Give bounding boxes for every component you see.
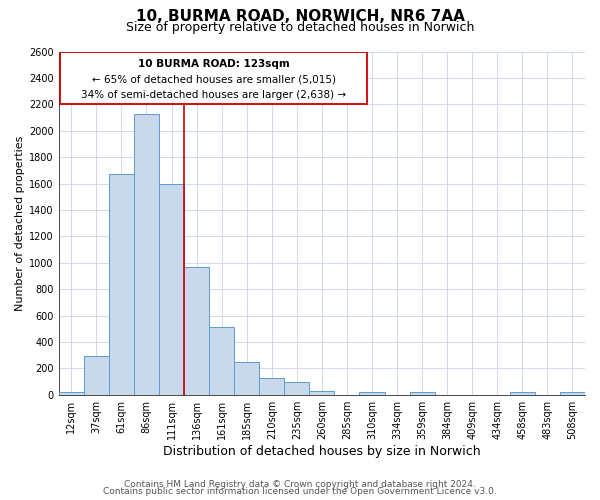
Text: 10 BURMA ROAD: 123sqm: 10 BURMA ROAD: 123sqm [137,59,289,69]
Text: 10, BURMA ROAD, NORWICH, NR6 7AA: 10, BURMA ROAD, NORWICH, NR6 7AA [136,9,464,24]
Bar [184,266,209,394]
Bar [84,356,109,395]
Text: 34% of semi-detached houses are larger (2,638) →: 34% of semi-detached houses are larger (… [81,90,346,101]
Text: Contains HM Land Registry data © Crown copyright and database right 2024.: Contains HM Land Registry data © Crown c… [124,480,476,489]
Bar [259,378,284,394]
Bar [310,390,334,394]
Bar [134,114,159,394]
Bar [510,392,535,394]
Bar [560,392,585,394]
Bar [209,328,234,394]
Bar [159,184,184,394]
Bar [59,392,84,394]
Bar [410,392,434,394]
Bar [234,362,259,394]
Bar [359,392,385,394]
Bar [284,382,310,394]
FancyBboxPatch shape [60,52,367,104]
Text: Size of property relative to detached houses in Norwich: Size of property relative to detached ho… [126,21,474,34]
X-axis label: Distribution of detached houses by size in Norwich: Distribution of detached houses by size … [163,444,481,458]
Text: ← 65% of detached houses are smaller (5,015): ← 65% of detached houses are smaller (5,… [92,74,335,85]
Text: Contains public sector information licensed under the Open Government Licence v3: Contains public sector information licen… [103,488,497,496]
Y-axis label: Number of detached properties: Number of detached properties [15,136,25,311]
Bar [109,174,134,394]
